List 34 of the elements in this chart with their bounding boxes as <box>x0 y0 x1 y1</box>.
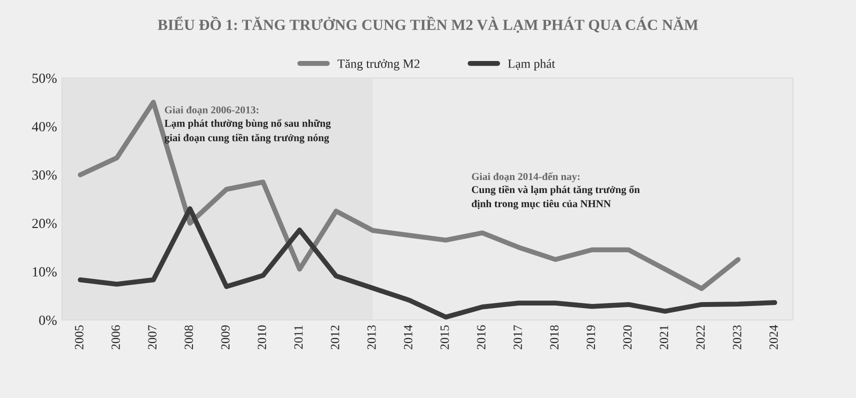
x-tick-label: 2010 <box>258 325 266 350</box>
annotation: Cung tiền và lạm phát tăng trưởng ổn định trong mục tiêu của NHNN <box>472 185 640 210</box>
annotation: Giai đoạn 2014-đến nay: <box>472 172 580 182</box>
x-tick-label: 2019 <box>586 325 596 350</box>
x-tick-label: 2008 <box>184 325 194 350</box>
y-tick-label: 0% <box>39 316 57 325</box>
legend-label: Tăng trưởng M2 <box>338 59 420 70</box>
x-tick-label: 2021 <box>660 326 668 350</box>
x-tick-label: 2011 <box>294 326 303 349</box>
x-tick-label: 2020 <box>623 325 632 350</box>
x-tick-label: 2013 <box>367 325 376 350</box>
x-tick-label: 2022 <box>696 326 705 350</box>
x-tick-label: 2016 <box>477 325 486 350</box>
x-tick-label: 2009 <box>221 325 230 350</box>
chart-title: BIỂU ĐỒ 1: TĂNG TRƯỞNG CUNG TIỀN M2 VÀ LẠM PHÁT QUA CÁC NĂM <box>158 16 698 33</box>
x-tick-label: 2006 <box>112 325 120 350</box>
y-tick-label: 10% <box>32 267 57 277</box>
y-tick-label: 40% <box>32 122 57 132</box>
annotation: Lạm phát thường bùng nổ sau những giai đoạn cung tiền tăng trưởng nóng <box>164 119 331 144</box>
x-tick-label: 2014 <box>404 325 412 350</box>
legend-label: Lạm phát <box>508 59 556 70</box>
y-tick-label: 20% <box>32 218 57 228</box>
x-tick-label: 2018 <box>550 325 559 350</box>
x-tick-label: 2007 <box>148 325 157 350</box>
y-tick-label: 50% <box>32 74 57 83</box>
x-tick-label: 2023 <box>732 325 742 350</box>
x-tick-label: 2005 <box>74 325 84 350</box>
x-tick-label: 2017 <box>514 325 522 350</box>
line-series <box>78 100 741 291</box>
annotation: Giai đoạn 2006-2013: <box>164 106 258 116</box>
x-tick-label: 2012 <box>330 326 340 350</box>
x-tick-label: 2024 <box>769 325 778 350</box>
y-tick-label: 30% <box>32 170 57 180</box>
x-tick-label: 2015 <box>440 325 449 350</box>
